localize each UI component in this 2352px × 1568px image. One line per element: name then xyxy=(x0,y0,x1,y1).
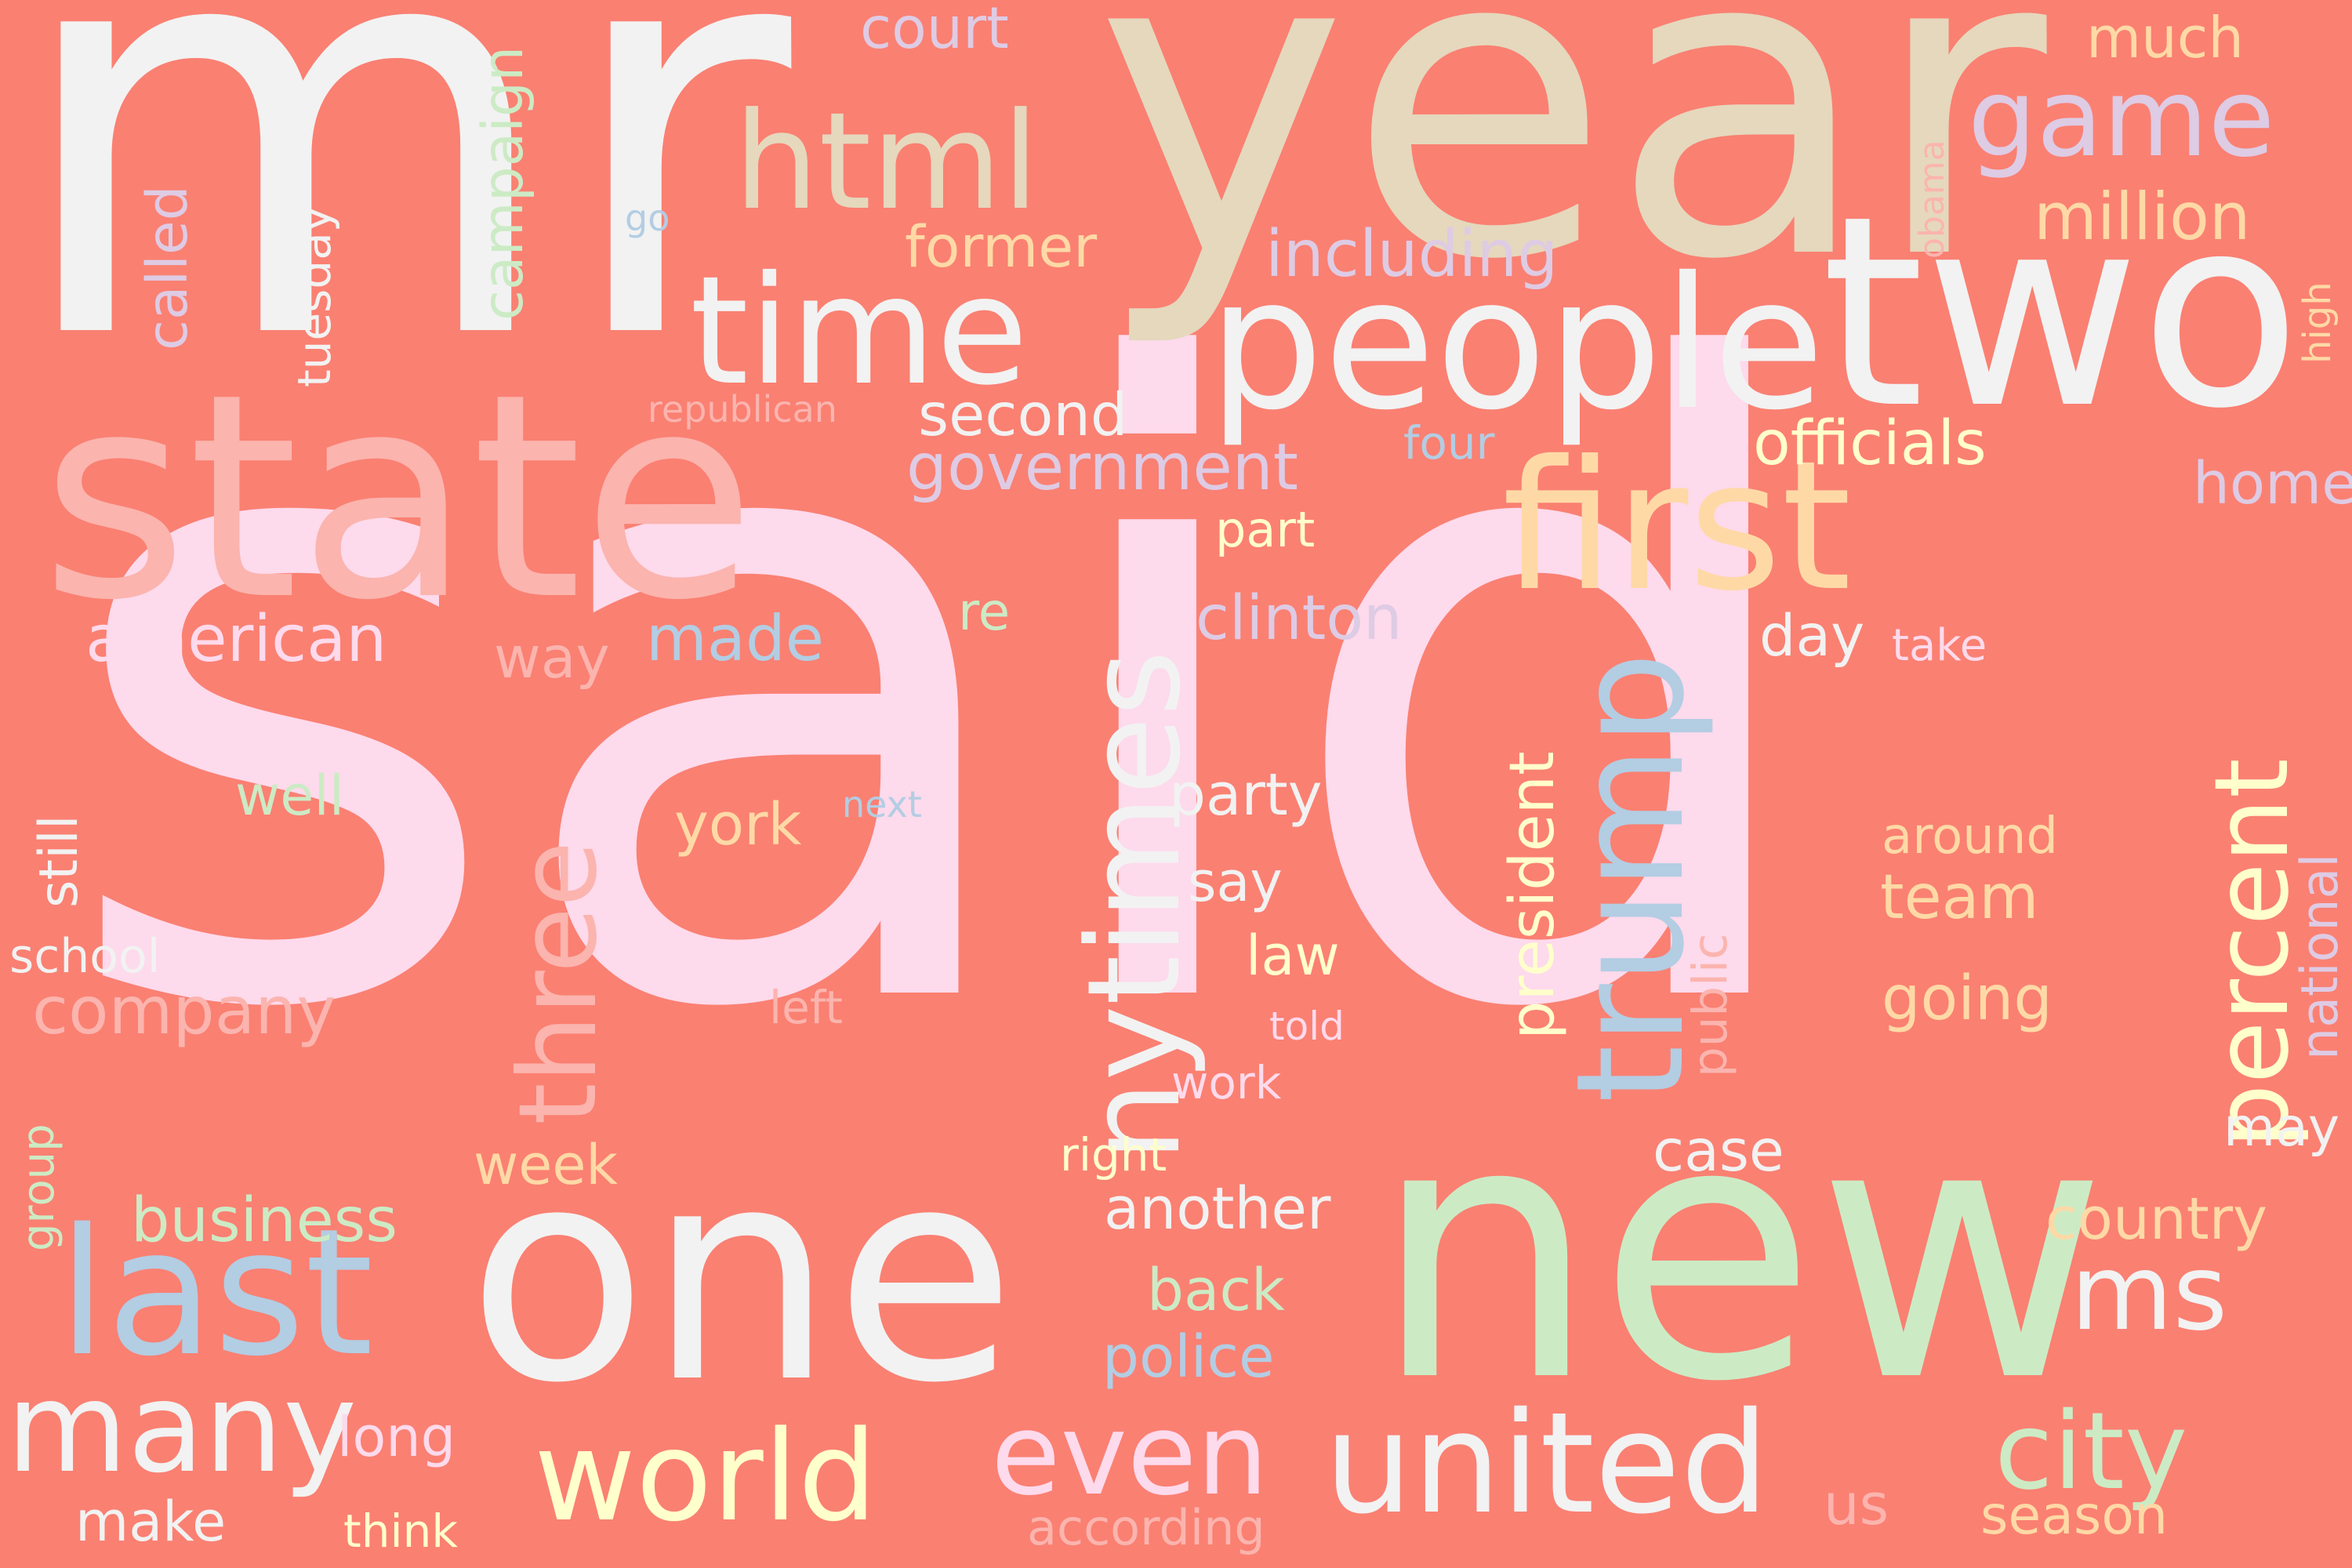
word-part: part xyxy=(1215,501,1316,558)
word-country: country xyxy=(2045,1185,2267,1253)
word-way: way xyxy=(494,625,610,691)
word-new: new xyxy=(1372,1046,2108,1460)
word-called: called xyxy=(135,185,200,350)
word-three: three xyxy=(496,840,621,1125)
word-another: another xyxy=(1104,1175,1331,1243)
word-republican: republican xyxy=(648,388,837,430)
word-even: even xyxy=(991,1388,1269,1520)
word-according: according xyxy=(1027,1499,1265,1556)
word-told: told xyxy=(1269,1004,1345,1049)
word-four: four xyxy=(1403,416,1495,470)
word-school: school xyxy=(9,929,161,984)
word-make: make xyxy=(75,1490,227,1554)
word-case: case xyxy=(1653,1118,1784,1185)
word-york: york xyxy=(674,791,802,858)
word-much: much xyxy=(2086,5,2244,71)
word-state: state xyxy=(41,333,756,662)
word-game: game xyxy=(1968,55,2275,181)
word-re: re xyxy=(958,582,1011,642)
word-html: html xyxy=(734,84,1040,240)
word-season: season xyxy=(1980,1485,2169,1547)
word-group: group xyxy=(13,1123,64,1251)
word-us: us xyxy=(1824,1472,1889,1537)
word-government: government xyxy=(906,430,1298,505)
word-company: company xyxy=(32,972,336,1049)
word-business: business xyxy=(131,1185,397,1256)
word-week: week xyxy=(474,1133,618,1197)
word-clinton: clinton xyxy=(1196,583,1403,654)
word-back: back xyxy=(1147,1257,1285,1324)
word-year: year xyxy=(1095,0,2047,353)
word-first: first xyxy=(1502,422,1852,630)
word-say: say xyxy=(1188,850,1283,914)
word-people: people xyxy=(1208,238,1825,450)
word-may: may xyxy=(2223,1097,2340,1159)
word-former: former xyxy=(905,214,1098,281)
word-tuesday: tuesday xyxy=(288,205,341,387)
word-home: home xyxy=(2193,450,2352,517)
word-american: american xyxy=(85,602,387,677)
word-going: going xyxy=(1882,964,2053,1034)
word-million: million xyxy=(2034,179,2251,255)
word-national: national xyxy=(2291,853,2350,1060)
word-united: united xyxy=(1324,1382,1769,1544)
word-world: world xyxy=(534,1404,877,1549)
word-left: left xyxy=(769,981,843,1034)
word-percent: percent xyxy=(2192,758,2311,1149)
word-right: right xyxy=(1060,1128,1167,1181)
word-last: last xyxy=(58,1191,374,1395)
word-long: long xyxy=(337,1405,456,1469)
word-city: city xyxy=(1994,1390,2188,1514)
word-think: think xyxy=(343,1504,458,1558)
word-public: public xyxy=(1682,933,1738,1077)
word-second: second xyxy=(918,380,1128,449)
word-two: two xyxy=(1821,160,2302,466)
word-ms: ms xyxy=(2071,1232,2228,1354)
word-still: still xyxy=(28,815,90,908)
word-law: law xyxy=(1246,924,1340,988)
word-president: president xyxy=(1497,751,1568,1040)
word-police: police xyxy=(1102,1323,1275,1391)
word-high: high xyxy=(2296,281,2339,364)
word-one: one xyxy=(467,1104,1016,1447)
word-court: court xyxy=(860,0,1009,62)
word-time: time xyxy=(690,245,1029,419)
word-take: take xyxy=(1892,620,1987,671)
word-team: team xyxy=(1880,862,2039,933)
word-campaign: campaign xyxy=(470,45,535,321)
word-day: day xyxy=(1759,603,1865,670)
word-made: made xyxy=(646,602,824,675)
word-mr: mr xyxy=(9,0,792,463)
word-many: many xyxy=(6,1356,358,1501)
word-work: work xyxy=(1171,1056,1282,1109)
word-well: well xyxy=(235,764,345,828)
word-around: around xyxy=(1882,808,2059,866)
word-next: next xyxy=(842,783,922,826)
word-including: including xyxy=(1265,217,1559,292)
word-said: said xyxy=(56,190,1828,1197)
word-party: party xyxy=(1169,761,1323,829)
word-obama: obama xyxy=(1912,140,1952,259)
word-go: go xyxy=(625,197,670,239)
word-officials: officials xyxy=(1753,408,1987,479)
